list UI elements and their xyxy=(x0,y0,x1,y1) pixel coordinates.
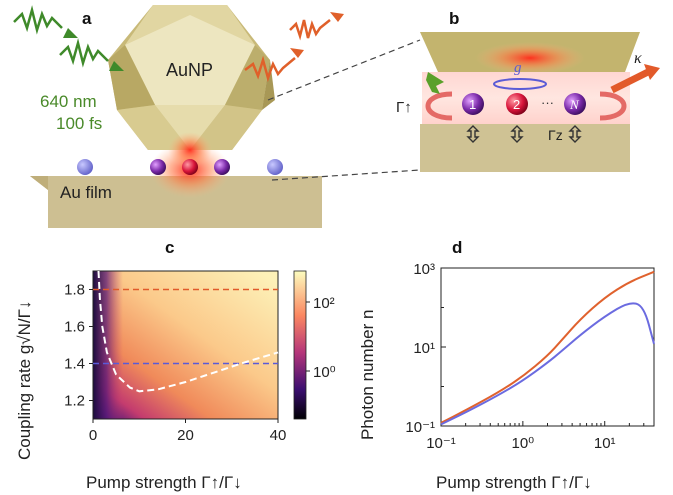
heatmap-overlay xyxy=(93,270,279,393)
dephasing-arrows-icon xyxy=(466,125,582,143)
panel-d-label: d xyxy=(452,238,462,257)
c-x-axis-label: Pump strength Γ↑/Γ↓ xyxy=(86,473,242,492)
y-tick-label: 1.8 xyxy=(64,282,85,299)
colorbar-tick-label: 10² xyxy=(313,295,335,312)
heatmap-area xyxy=(93,271,278,419)
c-y-axis: 1.2 1.4 1.6 1.8 xyxy=(64,282,93,410)
lower-gold-film xyxy=(420,124,630,172)
aunp-label: AuNP xyxy=(166,60,213,80)
ellipsis: ··· xyxy=(541,95,554,110)
x-tick-label: 10¹ xyxy=(594,435,616,452)
emitter-sphere xyxy=(182,159,198,175)
panel-c-label: c xyxy=(165,238,174,257)
emitter-index: 1 xyxy=(469,97,476,112)
wavelength-text: 640 nm xyxy=(40,92,97,111)
pulse-duration-text: 100 fs xyxy=(56,114,102,133)
emitter-index: N xyxy=(569,97,580,112)
series-line-lower xyxy=(440,302,655,426)
incoming-pulse-icon xyxy=(13,5,124,71)
cavity-glow xyxy=(475,42,585,74)
zoom-line xyxy=(271,169,421,181)
pump-arrow-icon xyxy=(426,72,444,94)
d-x-axis: 10⁻¹ 10⁰ 10¹ xyxy=(426,421,655,452)
panel-d: d 10⁻¹ 10⁰ 10¹ 10⁻¹ 10¹ 10³ Pump strength Γ↑… xyxy=(358,238,655,492)
panel-b-label: b xyxy=(449,9,459,28)
dephasing-symbol: Γz xyxy=(548,127,563,143)
x-tick-label: 10⁰ xyxy=(512,435,535,452)
au-film-label: Au film xyxy=(60,183,112,202)
emitter-1: 1 xyxy=(462,93,484,115)
panel-a-label: a xyxy=(82,9,92,28)
loss-symbol: κ xyxy=(634,50,642,67)
outgoing-pulse-icon xyxy=(244,12,344,83)
d-series-group xyxy=(440,270,655,426)
coupling-symbol: g xyxy=(514,60,522,76)
colorbar xyxy=(293,270,307,420)
colorbar-tick-label: 10⁰ xyxy=(313,364,336,381)
panel-b: b 1 2 ··· N g Γ↑ κ xyxy=(396,9,660,172)
au-film xyxy=(30,176,322,228)
y-tick-label: 10⁻¹ xyxy=(405,419,435,436)
pump-loop-icon xyxy=(425,91,453,121)
x-tick-label: 0 xyxy=(89,427,97,444)
d-y-axis: 10⁻¹ 10¹ 10³ xyxy=(405,261,446,436)
y-tick-label: 1.2 xyxy=(64,393,85,410)
panel-c: c 0 20 40 1.2 1.4 1.6 1.8 Pump strength Γ↑/Γ↓… xyxy=(15,238,336,492)
d-plot-frame xyxy=(440,267,655,427)
emitter-index: 2 xyxy=(513,97,520,112)
pump-loop-icon xyxy=(599,91,627,121)
hotspot-core xyxy=(168,132,212,168)
emitter-sphere xyxy=(77,159,93,175)
emitter-sphere xyxy=(150,159,166,175)
y-tick-label: 10¹ xyxy=(413,340,435,357)
loss-arrowhead-icon xyxy=(644,64,660,80)
c-y-axis-label: Coupling rate g√N/Γ↓ xyxy=(15,301,34,461)
emitter-sphere xyxy=(214,159,230,175)
coupling-loop-icon xyxy=(493,78,547,90)
loss-arrow-icon xyxy=(610,68,650,94)
x-tick-label: 20 xyxy=(177,427,194,444)
emitter-2: 2 xyxy=(506,93,528,115)
emitter-sphere xyxy=(267,159,283,175)
zoom-line xyxy=(267,39,421,101)
panel-a: a Au film AuNP xyxy=(13,5,344,228)
au-nanoparticle xyxy=(108,5,275,150)
y-tick-label: 10³ xyxy=(413,261,435,278)
c-x-axis: 0 20 40 xyxy=(89,419,287,444)
x-tick-label: 40 xyxy=(270,427,287,444)
d-y-axis-label: Photon number n xyxy=(358,310,377,440)
x-tick-label: 10⁻¹ xyxy=(426,435,456,452)
series-line-upper xyxy=(440,270,655,424)
y-tick-label: 1.4 xyxy=(64,356,85,373)
pump-symbol: Γ↑ xyxy=(396,99,412,116)
y-tick-label: 1.6 xyxy=(64,319,85,336)
d-x-axis-label: Pump strength Γ↑/Γ↓ xyxy=(436,473,592,492)
emitter-n: N xyxy=(564,93,586,115)
heatmap-low-region xyxy=(93,271,123,419)
